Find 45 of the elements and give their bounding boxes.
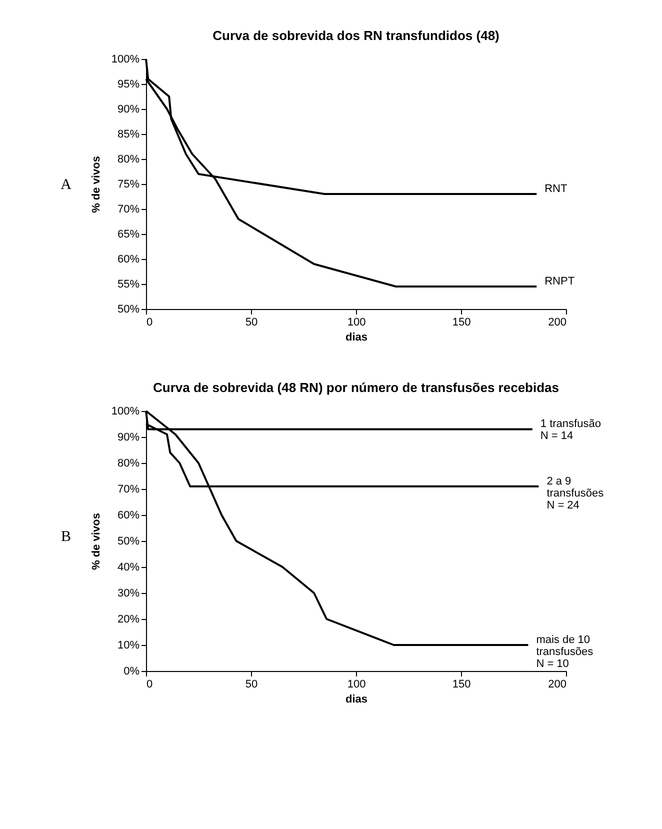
y-tick-label: 40% — [117, 562, 140, 574]
y-tick-label: 95% — [117, 78, 140, 90]
text: A — [60, 177, 72, 193]
y-tick-label: 50% — [117, 536, 140, 548]
x-tick-label: 200 — [548, 316, 566, 328]
y-tick-label: 30% — [117, 588, 140, 600]
y-tick-label: 70% — [117, 484, 140, 496]
y-tick-label: 100% — [111, 54, 140, 66]
x-tick-label: 150 — [452, 316, 471, 328]
x-tick-label: 200 — [548, 678, 566, 690]
y-tick-label: 85% — [117, 128, 140, 140]
x-axis-title: dias — [345, 694, 368, 706]
y-tick-label: 90% — [117, 432, 140, 444]
y-tick-label: 65% — [117, 228, 140, 240]
y-tick-label: 10% — [117, 640, 140, 652]
y-tick-label: 60% — [117, 510, 140, 522]
y-tick-label: 80% — [117, 458, 140, 470]
chart-title: Curva de sobrevida (48 RN) por número de transfusões recebidas — [152, 380, 560, 395]
x-tick-label: 50 — [245, 316, 258, 328]
y-tick-label: 75% — [117, 178, 140, 190]
series-label: RNPT — [544, 276, 575, 288]
series-label: RNT — [544, 183, 568, 195]
series-label: 2 a 9 transfusões N = 24 — [546, 475, 604, 512]
x-tick-label: 100 — [347, 678, 366, 690]
y-tick-label: 100% — [111, 406, 140, 418]
x-tick-label: 0 — [146, 678, 153, 690]
y-tick-label: 80% — [117, 154, 140, 166]
y-tick-label: 90% — [117, 104, 140, 116]
series-label: mais de 10 transfusões N = 10 — [536, 634, 594, 670]
y-tick-label: 50% — [117, 304, 140, 316]
y-tick-label: 0% — [124, 666, 140, 678]
y-tick-label: 60% — [117, 254, 140, 266]
chart-title: Curva de sobrevida dos RN transfundidos (48) — [212, 28, 500, 43]
x-tick-label: 100 — [347, 316, 366, 328]
x-tick-label: 150 — [452, 678, 471, 690]
y-tick-label: 55% — [117, 278, 140, 290]
text: B — [60, 529, 72, 545]
x-tick-label: 0 — [146, 316, 153, 328]
y-axis-title: % de vivos — [90, 156, 102, 213]
y-tick-label: 70% — [117, 204, 140, 216]
series-label: 1 transfusão N = 14 — [540, 418, 601, 442]
x-tick-label: 50 — [245, 678, 258, 690]
y-tick-label: 20% — [117, 614, 140, 626]
x-axis-title: dias — [345, 332, 368, 344]
y-axis-title: % de vivos — [90, 513, 102, 570]
